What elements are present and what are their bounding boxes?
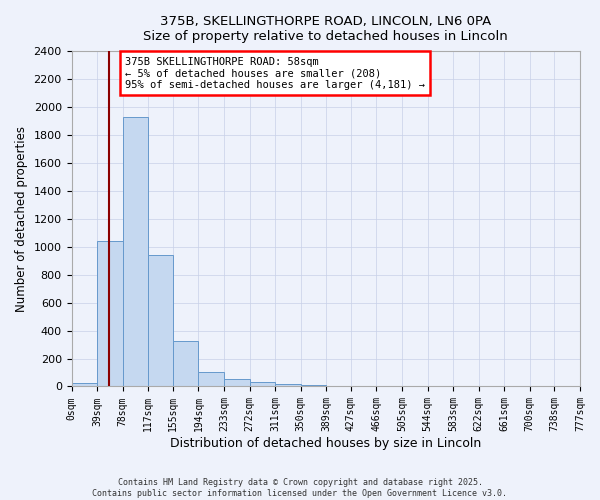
Bar bbox=[148, 255, 173, 386]
Bar bbox=[199, 372, 224, 386]
Title: 375B, SKELLINGTHORPE ROAD, LINCOLN, LN6 0PA
Size of property relative to detache: 375B, SKELLINGTHORPE ROAD, LINCOLN, LN6 … bbox=[143, 15, 508, 43]
Bar bbox=[301, 385, 326, 386]
Text: Contains HM Land Registry data © Crown copyright and database right 2025.
Contai: Contains HM Land Registry data © Crown c… bbox=[92, 478, 508, 498]
Text: 375B SKELLINGTHORPE ROAD: 58sqm
← 5% of detached houses are smaller (208)
95% of: 375B SKELLINGTHORPE ROAD: 58sqm ← 5% of … bbox=[125, 56, 425, 90]
X-axis label: Distribution of detached houses by size in Lincoln: Distribution of detached houses by size … bbox=[170, 437, 481, 450]
Bar bbox=[250, 382, 275, 386]
Bar bbox=[122, 117, 148, 386]
Bar bbox=[275, 384, 301, 386]
Bar bbox=[97, 241, 122, 386]
Bar bbox=[173, 341, 199, 386]
Bar bbox=[71, 383, 97, 386]
Y-axis label: Number of detached properties: Number of detached properties bbox=[15, 126, 28, 312]
Bar bbox=[224, 379, 250, 386]
